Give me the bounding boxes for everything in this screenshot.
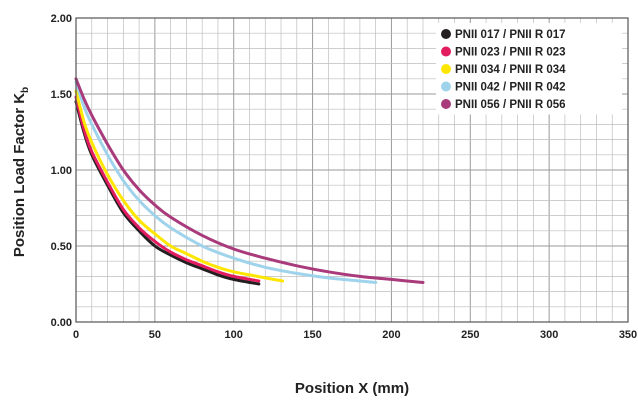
x-tick-labels: 0 50 100 150 200 250 300 350: [73, 329, 637, 341]
x-axis-title: Position X (mm): [295, 380, 409, 397]
y-tick-label: 1.00: [51, 165, 72, 177]
y-tick-label: 0.00: [51, 317, 72, 329]
x-tick-label: 100: [225, 329, 243, 341]
y-axis-title-subscript: b: [20, 87, 31, 93]
legend-label: PNII 023 / PNII R 023: [455, 47, 566, 59]
x-tick-label: 0: [73, 329, 79, 341]
legend-marker: [441, 99, 451, 109]
series-line: [74, 95, 261, 283]
y-tick-label: 0.50: [51, 241, 72, 253]
legend-marker: [441, 29, 451, 39]
x-tick-label: 350: [619, 329, 637, 341]
y-tick-label: 1.50: [51, 89, 72, 101]
legend-background: [436, 23, 622, 115]
y-axis-title-main: Position Load Factor K: [11, 93, 28, 257]
legend-label: PNII 034 / PNII R 034: [455, 64, 566, 76]
legend-label: PNII 017 / PNII R 017: [455, 29, 566, 41]
series-line: [74, 89, 285, 283]
legend-label: PNII 042 / PNII R 042: [455, 82, 566, 94]
legend-marker: [441, 64, 451, 74]
x-tick-label: 300: [540, 329, 558, 341]
y-tick-labels: 0.00 0.50 1.00 1.50 2.00: [51, 13, 72, 329]
y-tick-label: 2.00: [51, 13, 72, 25]
legend-marker: [441, 46, 451, 57]
series-line: [74, 80, 378, 284]
legend-label: PNII 056 / PNII R 056: [455, 99, 566, 111]
x-tick-label: 200: [382, 329, 400, 341]
legend: PNII 017 / PNII R 017 PNII 023 / PNII R 0…: [436, 23, 622, 115]
series-lines: [74, 77, 425, 286]
series-line: [74, 77, 425, 284]
x-tick-label: 50: [149, 329, 161, 341]
legend-marker: [441, 81, 451, 92]
y-axis-title: Position Load Factor Kb: [11, 87, 31, 257]
x-tick-label: 150: [303, 329, 321, 341]
plot-frame: [75, 17, 629, 323]
x-tick-label: 250: [461, 329, 479, 341]
